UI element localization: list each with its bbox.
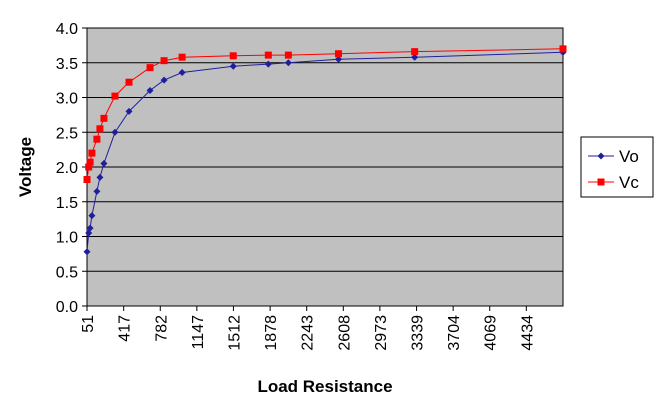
data-point-vo xyxy=(160,76,168,84)
data-point-vc xyxy=(85,163,93,171)
data-point-vc xyxy=(229,52,237,60)
x-tick-label: 3704 xyxy=(446,315,463,351)
x-tick-label: 2608 xyxy=(336,315,353,351)
x-tick-label: 2243 xyxy=(300,315,317,351)
y-tick-label: 2.5 xyxy=(56,125,78,142)
data-point-vc xyxy=(125,78,133,86)
data-point-vc xyxy=(88,149,96,157)
data-point-vo xyxy=(111,128,119,136)
x-tick-label: 4434 xyxy=(519,315,536,351)
data-point-vc xyxy=(284,51,292,59)
data-point-vo xyxy=(264,60,272,68)
legend-label: Vc xyxy=(619,173,639,192)
x-tick-label: 1512 xyxy=(226,315,243,351)
legend-swatch-marker xyxy=(597,152,605,160)
data-point-vc xyxy=(559,45,567,53)
data-point-vo xyxy=(83,248,91,256)
data-point-vc xyxy=(93,135,101,143)
series-group xyxy=(83,45,567,256)
data-point-vc xyxy=(178,53,186,61)
x-tick-label: 51 xyxy=(80,315,97,333)
x-tick-label: 1147 xyxy=(190,315,207,350)
data-point-vc xyxy=(411,48,419,56)
data-point-vo xyxy=(88,212,96,220)
data-point-vc xyxy=(100,114,108,122)
x-axis-title: Load Resistance xyxy=(257,377,392,396)
data-point-vo xyxy=(96,173,104,181)
y-tick-label: 0.0 xyxy=(56,299,78,316)
data-point-vc xyxy=(334,50,342,58)
data-point-vo xyxy=(125,107,133,115)
data-point-vc xyxy=(96,125,104,133)
data-point-vc xyxy=(86,158,94,166)
y-tick-label: 3.5 xyxy=(56,56,78,73)
data-point-vo xyxy=(178,68,186,76)
x-tick-label: 782 xyxy=(153,315,170,342)
data-point-vc xyxy=(83,176,91,184)
data-point-vo xyxy=(334,55,342,63)
x-tick-label: 4069 xyxy=(483,315,500,351)
data-point-vo xyxy=(100,160,108,168)
data-point-vc xyxy=(160,57,168,65)
y-tick-label: 2.0 xyxy=(56,160,78,177)
y-axis: 0.0 0.5 1.0 1.5 2.0 2.5 3.0 3.5 4.0 xyxy=(56,21,87,316)
legend-label: Vo xyxy=(619,147,639,166)
x-axis: 51 417 782 1147 1512 1878 2243 2608 2973 3339 3704… xyxy=(80,306,536,351)
y-axis-title: Voltage xyxy=(16,137,35,197)
data-point-vc xyxy=(264,51,272,59)
data-point-vc xyxy=(111,92,119,100)
data-point-vo xyxy=(284,59,292,67)
x-tick-label: 1878 xyxy=(263,315,280,351)
legend-swatch-marker xyxy=(597,178,605,186)
data-point-vo xyxy=(411,53,419,61)
x-tick-label: 3339 xyxy=(410,315,427,351)
series-vc xyxy=(83,45,567,184)
data-point-vc xyxy=(146,64,154,72)
x-tick-label: 2973 xyxy=(373,315,390,351)
data-point-vo xyxy=(229,62,237,70)
y-tick-label: 1.0 xyxy=(56,230,78,247)
y-tick-label: 0.5 xyxy=(56,264,78,281)
x-tick-label: 417 xyxy=(117,315,134,342)
data-point-vo xyxy=(86,224,94,232)
legend: Vo Vc xyxy=(580,136,654,198)
series-vo xyxy=(83,48,567,256)
y-tick-label: 1.5 xyxy=(56,195,78,212)
y-tick-label: 4.0 xyxy=(56,21,78,38)
data-point-vo xyxy=(146,87,154,95)
legend-box xyxy=(580,136,654,198)
gridlines xyxy=(87,62,563,272)
data-point-vo xyxy=(93,187,101,195)
y-tick-label: 3.0 xyxy=(56,91,78,108)
